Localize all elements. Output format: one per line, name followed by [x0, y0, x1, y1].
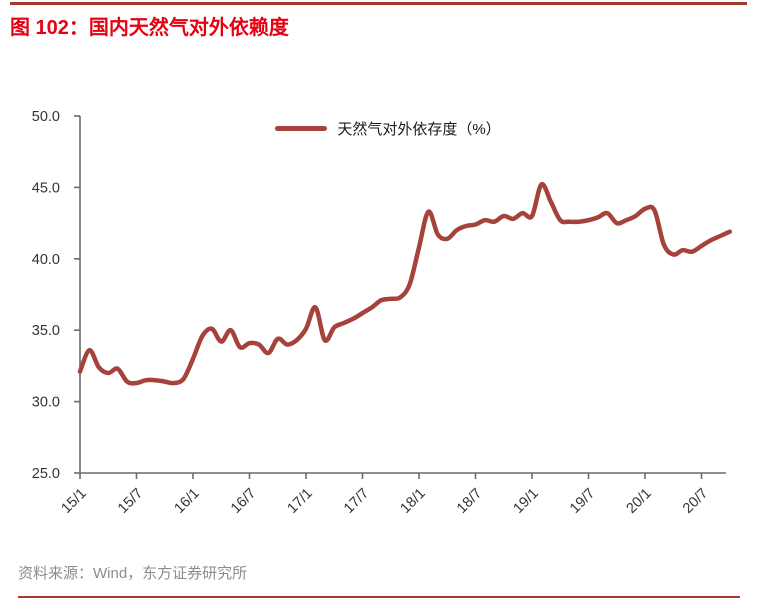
bottom-divider-rule — [18, 596, 740, 598]
x-tick-label: 18/7 — [454, 486, 485, 517]
y-tick-label: 40.0 — [32, 252, 60, 268]
x-tick-label: 16/7 — [228, 486, 259, 517]
dependence-series-line — [77, 182, 733, 386]
x-tick-label: 19/7 — [567, 486, 598, 517]
legend-line-swatch — [275, 126, 328, 131]
x-tick-label: 16/1 — [172, 486, 203, 517]
x-tick-label: 15/1 — [59, 486, 90, 517]
page-title: 图 102：国内天然气对外依赖度 — [10, 17, 289, 39]
x-tick-label: 15/7 — [115, 486, 146, 517]
x-tick-label: 17/1 — [285, 486, 316, 517]
chart-axes — [74, 115, 726, 479]
y-tick-label: 50.0 — [32, 109, 60, 125]
top-divider-rule — [10, 2, 747, 5]
y-tick-label: 45.0 — [32, 180, 60, 196]
x-tick-label: 18/1 — [398, 486, 429, 517]
y-tick-label: 30.0 — [32, 395, 60, 411]
source-note: 资料来源：Wind，东方证券研究所 — [18, 565, 248, 582]
x-tick-label: 19/1 — [511, 486, 542, 517]
x-tick-label: 20/1 — [624, 486, 655, 517]
x-tick-label: 20/7 — [680, 486, 711, 517]
chart-legend: 天然气对外依存度（%） — [80, 118, 696, 139]
y-tick-label: 35.0 — [32, 323, 60, 339]
x-tick-label: 17/7 — [341, 486, 372, 517]
y-tick-label: 25.0 — [32, 466, 60, 482]
dependence-line-chart: 25.0 30.0 35.0 40.0 45.0 50.0 15/1 15/7 16/1 16/7… — [32, 109, 733, 517]
legend-label: 天然气对外依存度（%） — [337, 121, 501, 138]
